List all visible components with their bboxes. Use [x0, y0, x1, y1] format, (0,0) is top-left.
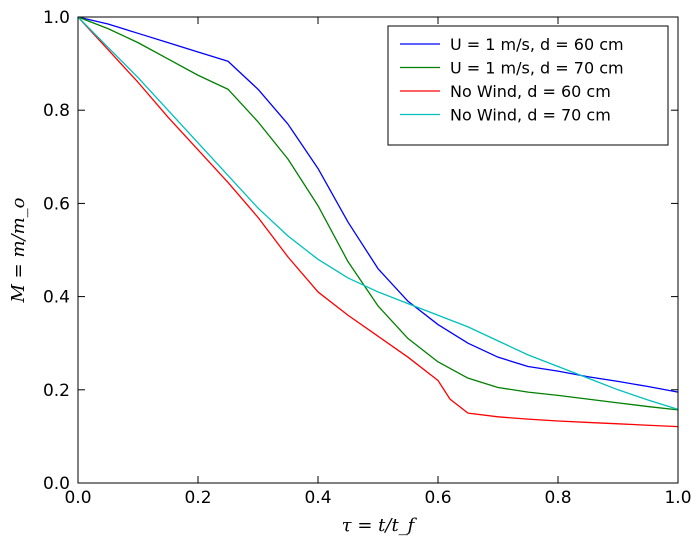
- plot-frame: [77, 16, 679, 484]
- legend-entry: U = 1 m/s, d = 60 cm: [400, 35, 624, 54]
- y-tick-label: 0.0: [43, 474, 70, 494]
- legend-label: U = 1 m/s, d = 70 cm: [450, 59, 624, 78]
- x-tick-label: 0.6: [424, 488, 451, 508]
- legend: U = 1 m/s, d = 60 cm U = 1 m/s, d = 70 cm…: [387, 25, 669, 146]
- x-tick-label: 1.0: [664, 488, 691, 508]
- x-tick-label: 0.4: [304, 488, 331, 508]
- legend-box: [387, 25, 669, 146]
- legend-label: U = 1 m/s, d = 60 cm: [450, 35, 624, 54]
- y-tick-label: 0.2: [43, 381, 70, 401]
- legend-entry: No Wind, d = 60 cm: [400, 82, 611, 101]
- x-tick-label: 0.0: [64, 488, 91, 508]
- series-line-4: [77, 16, 679, 410]
- x-tick-label: 0.8: [544, 488, 571, 508]
- series-line-2: [77, 16, 679, 411]
- legend-entry: U = 1 m/s, d = 70 cm: [400, 59, 624, 78]
- y-tick-label: 0.8: [43, 101, 70, 121]
- y-tick-label: 0.4: [43, 288, 70, 308]
- y-tick-label: 0.6: [43, 194, 70, 214]
- y-tick-label: 1.0: [43, 8, 70, 28]
- x-tick-label: 0.2: [184, 488, 211, 508]
- x-axis-label: τ = t/t_f: [342, 515, 418, 536]
- legend-label: No Wind, d = 70 cm: [450, 106, 611, 125]
- y-axis-label: M = m/m_o: [8, 197, 29, 303]
- legend-label: No Wind, d = 60 cm: [450, 82, 611, 101]
- legend-entry: No Wind, d = 70 cm: [400, 106, 611, 125]
- series-line-3: [77, 16, 679, 428]
